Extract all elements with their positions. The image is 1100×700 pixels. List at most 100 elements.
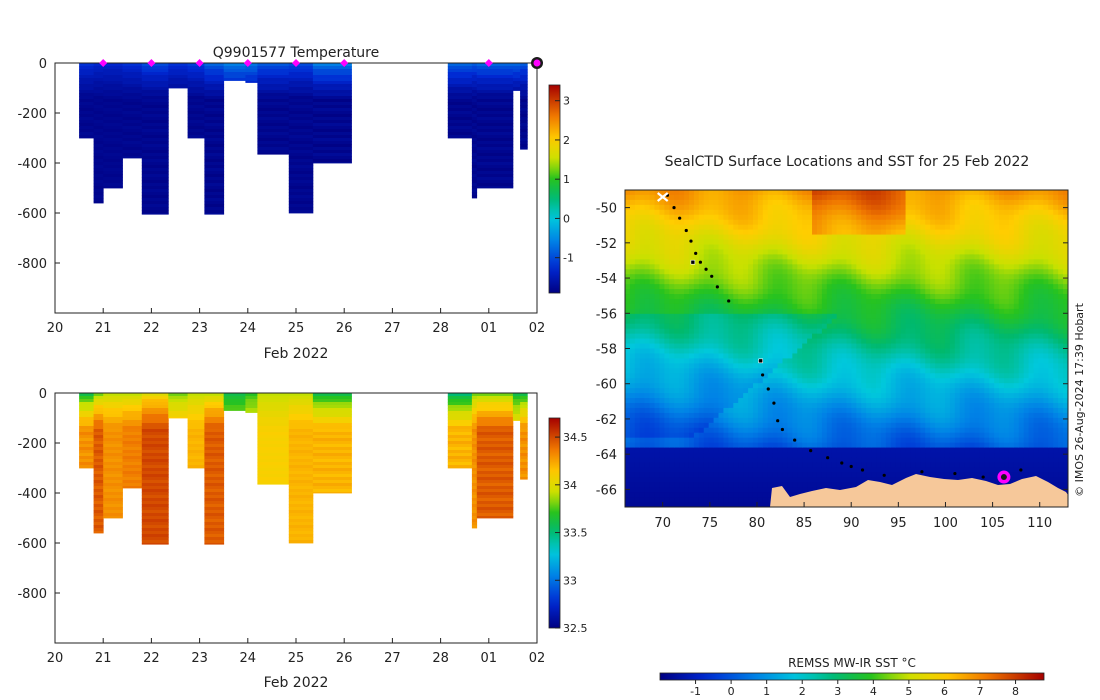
sst-cell xyxy=(748,492,754,498)
salinity-cell xyxy=(257,453,290,457)
sst-cell xyxy=(664,209,670,216)
sst-cell xyxy=(880,427,887,434)
salinity-cell xyxy=(257,462,290,466)
sst-cell xyxy=(752,214,759,221)
sst-cell xyxy=(748,328,754,335)
temperature-colorbar-tick-label: 3 xyxy=(563,95,570,108)
sst-cell xyxy=(787,313,793,320)
sst-cell xyxy=(738,209,744,216)
sst-cell xyxy=(885,477,892,483)
sst-cell xyxy=(733,323,739,330)
sst-cell xyxy=(856,328,862,335)
sst-cell xyxy=(625,383,631,389)
salinity-cell xyxy=(288,534,314,538)
temperature-cell xyxy=(257,153,290,155)
sst-cell xyxy=(861,313,867,320)
sst-cell xyxy=(748,313,754,320)
sst-cell xyxy=(797,190,803,196)
sst-cell xyxy=(777,190,784,196)
sst-cell xyxy=(777,294,784,300)
sst-cell xyxy=(880,264,887,270)
temperature-cell xyxy=(312,144,352,148)
sst-cell xyxy=(777,264,784,270)
sst-cell xyxy=(728,497,734,503)
sst-cell xyxy=(713,333,720,340)
temperature-cell xyxy=(476,162,514,166)
temperature-cell xyxy=(257,126,290,130)
sst-cell xyxy=(876,398,882,404)
sst-cell xyxy=(856,417,862,424)
temperature-cell xyxy=(204,63,225,67)
salinity-x-axis-label: Feb 2022 xyxy=(264,675,329,691)
sst-cell xyxy=(752,477,759,483)
sst-cell xyxy=(728,447,734,454)
sst-cell xyxy=(639,318,646,325)
salinity-cell xyxy=(103,516,123,519)
sst-cell xyxy=(752,492,759,498)
sst-cell xyxy=(762,492,769,498)
sst-cell xyxy=(698,204,705,211)
salinity-cell xyxy=(103,402,123,406)
temperature-cell xyxy=(288,162,314,166)
temperature-cell xyxy=(93,147,104,151)
sst-cell xyxy=(762,348,769,354)
salinity-cell xyxy=(141,429,169,433)
sst-cell xyxy=(743,432,749,439)
salinity-cell xyxy=(103,471,123,475)
sst-cell xyxy=(679,457,685,463)
sst-cell xyxy=(644,462,651,468)
sst-cell xyxy=(684,338,690,345)
sst-cell xyxy=(831,363,838,369)
sst-cell xyxy=(723,284,729,290)
temperature-y-tick-label: 0 xyxy=(39,57,47,72)
sst-cell xyxy=(728,323,734,330)
sst-cell xyxy=(787,462,793,468)
salinity-cell xyxy=(141,450,169,454)
sst-cell xyxy=(639,214,646,221)
sst-cell xyxy=(634,452,641,458)
salinity-cell xyxy=(93,471,104,475)
salinity-cell xyxy=(476,486,514,490)
sst-cell xyxy=(752,383,759,389)
sst-cell xyxy=(861,368,867,374)
temperature-cell xyxy=(122,114,143,118)
temperature-cell xyxy=(447,111,473,115)
salinity-cell xyxy=(520,426,528,430)
sst-cell xyxy=(688,194,695,201)
salinity-cell xyxy=(257,456,290,460)
sst-cell xyxy=(792,224,798,231)
sst-cell xyxy=(772,383,779,389)
sst-cell xyxy=(797,333,803,340)
sst-cell xyxy=(885,204,892,211)
temperature-cell xyxy=(476,171,514,175)
sst-cell xyxy=(841,214,847,221)
sst-cell xyxy=(743,244,749,250)
temperature-cell xyxy=(257,120,290,124)
salinity-cell xyxy=(122,393,143,397)
temperature-cell xyxy=(471,108,478,112)
sst-cell xyxy=(693,393,700,399)
temperature-cell xyxy=(257,144,290,148)
sst-cell xyxy=(762,313,769,320)
sst-cell xyxy=(688,363,695,369)
sst-cell xyxy=(684,294,690,300)
sst-cell xyxy=(802,323,808,330)
sst-cell xyxy=(871,442,877,449)
sst-cell xyxy=(905,264,911,270)
sst-cell xyxy=(866,219,872,226)
sst-cell xyxy=(757,388,764,394)
sst-cell xyxy=(841,249,847,255)
sst-cell xyxy=(698,318,705,325)
sst-cell xyxy=(743,442,749,449)
sst-cell xyxy=(802,457,808,463)
temperature-cell xyxy=(520,87,528,91)
sst-cell xyxy=(723,259,729,265)
sst-cell xyxy=(787,398,793,404)
sst-cell xyxy=(767,254,774,260)
temperature-cell xyxy=(93,93,104,97)
sst-cell xyxy=(767,447,774,454)
temperature-cell xyxy=(103,153,123,157)
sst-cell xyxy=(890,328,897,335)
sst-cell xyxy=(634,363,641,369)
sst-cell xyxy=(812,378,818,384)
